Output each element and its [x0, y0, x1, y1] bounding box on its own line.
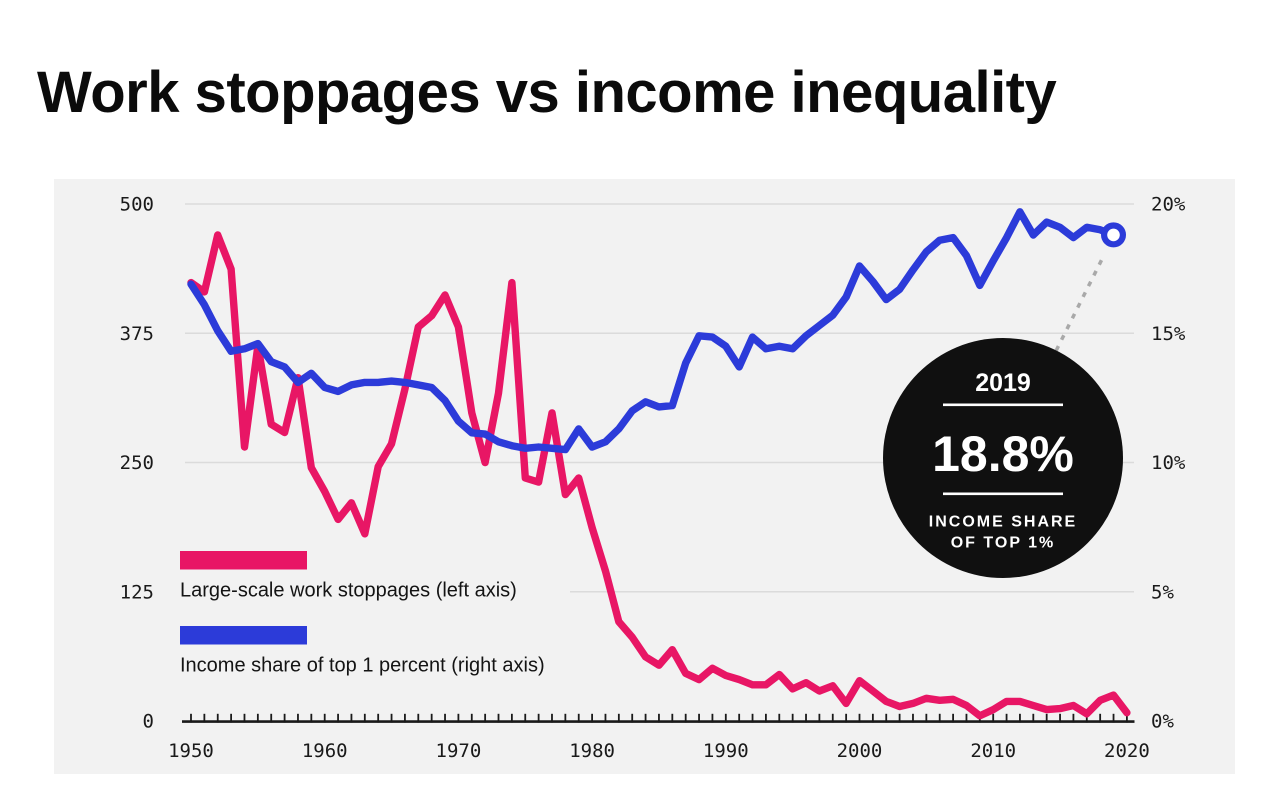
x-axis-label: 1970: [436, 740, 482, 762]
x-axis-label: 1950: [168, 740, 214, 762]
chart-panel: 0 125 250 375 500 0% 5% 10% 15% 20% 1950 1960 1970 19…: [54, 179, 1235, 774]
x-axis: [182, 713, 1135, 723]
callout-caption-line1: INCOME SHARE: [929, 514, 1077, 531]
callout-connector-line: [1054, 253, 1107, 352]
y-axis-label-right: 0%: [1151, 711, 1174, 733]
callout-circle: [883, 338, 1123, 578]
y-axis-label-right: 20%: [1151, 194, 1186, 216]
x-axis-label: 1980: [569, 740, 615, 762]
series-line-income-share: [187, 208, 1118, 454]
series-line-work-stoppages: [187, 231, 1131, 720]
legend-label-income: Income share of top 1 percent (right axi…: [180, 655, 545, 677]
x-axis-label: 2000: [837, 740, 883, 762]
y-axis-label-right: 15%: [1151, 323, 1186, 345]
callout-year: 2019: [975, 369, 1031, 397]
legend-swatch-income: [180, 626, 307, 645]
callout-divider-top: [943, 403, 1063, 407]
x-axis-label: 1990: [703, 740, 749, 762]
data-series: [187, 208, 1131, 720]
callout: 2019 18.8% INCOME SHARE OF TOP 1%: [883, 253, 1123, 578]
y-axis-label-left: 250: [120, 452, 154, 474]
callout-value: 18.8%: [932, 426, 1074, 482]
x-axis-label: 1960: [302, 740, 348, 762]
chart-canvas: 0 125 250 375 500 0% 5% 10% 15% 20% 1950 1960 1970 19…: [120, 194, 1186, 763]
y-axis-label-left: 0: [143, 711, 154, 733]
y-axis-label-left: 500: [120, 194, 154, 216]
callout-divider-bottom: [943, 492, 1063, 496]
legend-swatch-stoppages: [180, 551, 307, 570]
page-title: Work stoppages vs income inequality: [37, 60, 1057, 125]
y-axis-label-right: 5%: [1151, 581, 1174, 603]
callout-caption-line2: OF TOP 1%: [951, 535, 1056, 552]
y-axis-label-right: 10%: [1151, 452, 1186, 474]
y-axis-label-left: 375: [120, 323, 154, 345]
series-end-marker: [1100, 222, 1126, 248]
legend-label-stoppages: Large-scale work stoppages (left axis): [180, 580, 517, 602]
y-axis-label-left: 125: [120, 581, 154, 603]
legend: Large-scale work stoppages (left axis) I…: [180, 551, 545, 677]
x-axis-label: 2020: [1104, 740, 1150, 762]
x-axis-label: 2010: [970, 740, 1016, 762]
axis-labels: 0 125 250 375 500 0% 5% 10% 15% 20% 1950 1960 1970 19…: [120, 194, 1186, 763]
